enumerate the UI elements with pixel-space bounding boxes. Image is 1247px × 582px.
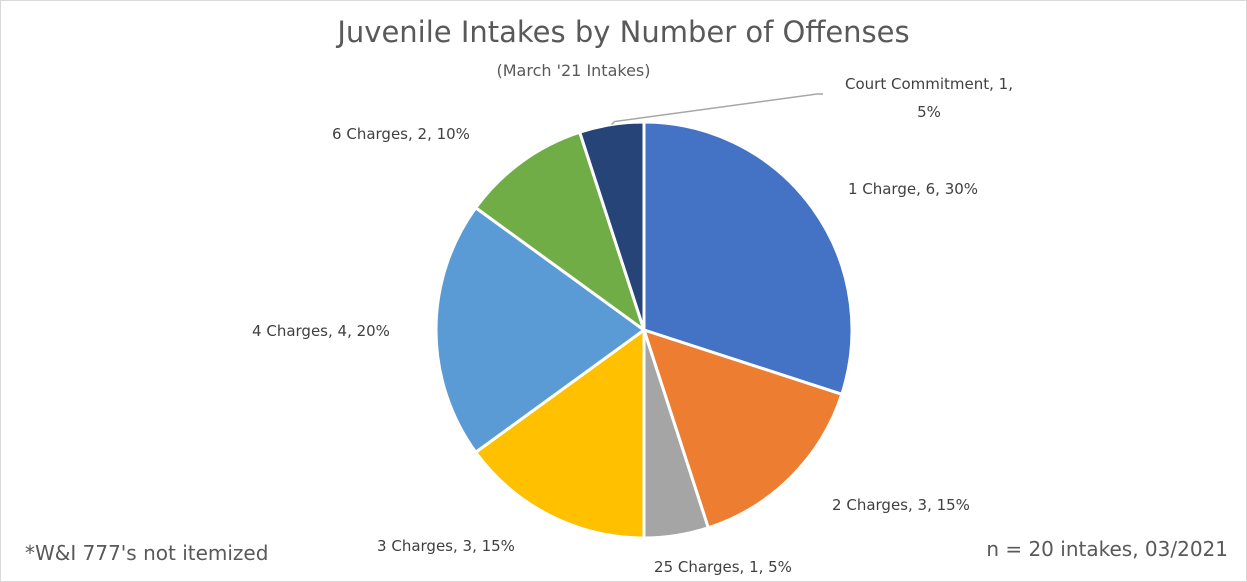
data-label-3-charges: 3 Charges, 3, 15%	[377, 537, 515, 555]
pie-slice-1-charge	[642, 120, 854, 397]
pie-slice-6-charges	[473, 130, 647, 334]
footnote-left: *W&I 777's not itemized	[25, 541, 269, 565]
data-label-1-charge: 1 Charge, 6, 30%	[848, 180, 978, 198]
data-labels: 1 Charge, 6, 30% 2 Charges, 3, 15% 25 Char…	[252, 75, 1013, 576]
data-label-2-charges: 2 Charges, 3, 15%	[832, 496, 970, 514]
pie-slice-3-charges	[473, 327, 646, 540]
pie-slices	[434, 120, 854, 540]
data-label-court-commitment: Court Commitment, 1, 5%	[845, 75, 1013, 121]
footnote-right: n = 20 intakes, 03/2021	[986, 537, 1228, 561]
pie-slice-4-charges	[434, 205, 647, 455]
chart-subtitle: (March '21 Intakes)	[496, 61, 651, 80]
data-label-25-charges: 25 Charges, 1, 5%	[654, 558, 792, 576]
leader-line-court-commitment	[610, 93, 823, 126]
pie-slice-court-commitment	[577, 120, 646, 331]
leader-lines	[610, 93, 823, 126]
chart-title: Juvenile Intakes by Number of Offenses	[337, 15, 910, 49]
data-label-6-charges: 6 Charges, 2, 10%	[332, 125, 470, 143]
data-label-4-charges: 4 Charges, 4, 20%	[252, 322, 390, 340]
